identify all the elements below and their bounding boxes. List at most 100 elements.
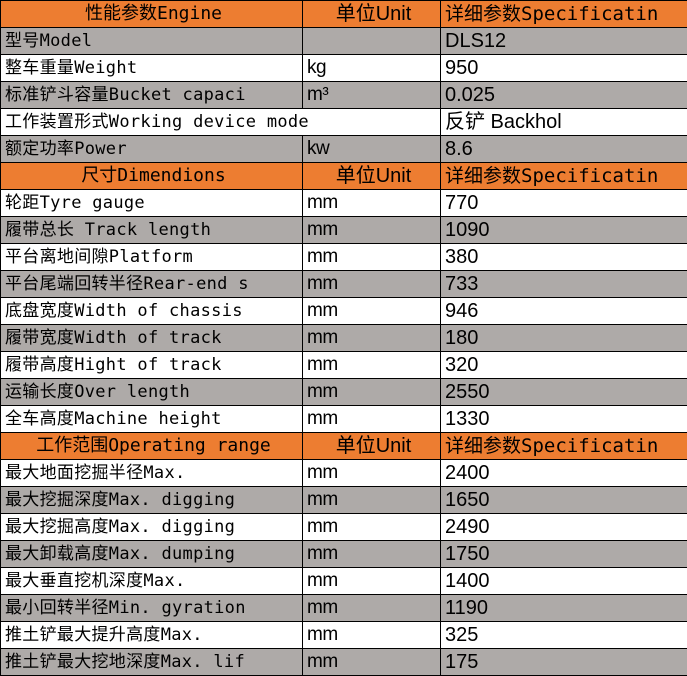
unit-cell[interactable]: mm <box>303 325 441 352</box>
parameter-cell[interactable]: 履带宽度Width of track <box>1 325 303 352</box>
header-cell[interactable]: 单位Unit <box>303 1 441 28</box>
parameter-cell[interactable]: 最大挖掘深度Max. digging <box>1 487 303 514</box>
header-cell[interactable]: 尺寸Dimendions <box>1 163 303 190</box>
unit-cell[interactable]: mm <box>303 217 441 244</box>
value-cell[interactable]: 325 <box>441 622 687 649</box>
header-cell[interactable]: 详细参数Specificatin <box>441 163 687 190</box>
parameter-cell[interactable]: 履带高度Hight of track <box>1 352 303 379</box>
unit-cell[interactable]: kw <box>303 136 441 163</box>
value-cell[interactable]: 1090 <box>441 217 687 244</box>
parameter-cell[interactable]: 平台尾端回转半径Rear-end s <box>1 271 303 298</box>
parameter-cell[interactable]: 最大挖掘高度Max. digging <box>1 514 303 541</box>
value-cell[interactable]: 175 <box>441 649 687 676</box>
parameter-cell[interactable]: 推土铲最大提升高度Max. <box>1 622 303 649</box>
unit-cell[interactable]: mm <box>303 379 441 406</box>
value-cell[interactable]: 2400 <box>441 460 687 487</box>
parameter-cell[interactable]: 最大垂直挖机深度Max. <box>1 568 303 595</box>
header-cell[interactable]: 性能参数Engine <box>1 1 303 28</box>
value-cell[interactable]: 380 <box>441 244 687 271</box>
value-cell[interactable]: 0.025 <box>441 82 687 109</box>
value-cell[interactable]: 反铲 Backhol <box>441 109 687 136</box>
parameter-cell[interactable]: 型号Model <box>1 28 303 55</box>
value-cell[interactable]: 1190 <box>441 595 687 622</box>
value-cell[interactable]: 733 <box>441 271 687 298</box>
header-cell[interactable]: 详细参数Specificatin <box>441 1 687 28</box>
unit-cell[interactable]: mm <box>303 649 441 676</box>
parameter-cell[interactable]: 轮距Tyre gauge <box>1 190 303 217</box>
value-cell[interactable]: 1400 <box>441 568 687 595</box>
parameter-cell[interactable]: 最大卸载高度Max. dumping <box>1 541 303 568</box>
header-cell[interactable]: 单位Unit <box>303 163 441 190</box>
value-cell[interactable]: 320 <box>441 352 687 379</box>
parameter-cell[interactable]: 运输长度Over length <box>1 379 303 406</box>
parameter-cell[interactable]: 整车重量Weight <box>1 55 303 82</box>
value-cell[interactable]: 1330 <box>441 406 687 433</box>
header-cell[interactable]: 单位Unit <box>303 433 441 460</box>
value-cell[interactable]: 770 <box>441 190 687 217</box>
table-row: 型号Model DLS12 <box>1 28 687 55</box>
value-cell[interactable]: 950 <box>441 55 687 82</box>
unit-cell[interactable]: mm <box>303 541 441 568</box>
header-cell[interactable]: 详细参数Specificatin <box>441 433 687 460</box>
value-cell[interactable]: 2490 <box>441 514 687 541</box>
parameter-cell[interactable]: 标准铲斗容量Bucket capaci <box>1 82 303 109</box>
value-cell[interactable]: 1750 <box>441 541 687 568</box>
unit-cell[interactable]: mm <box>303 271 441 298</box>
unit-cell[interactable]: mm <box>303 352 441 379</box>
value-cell[interactable]: 1650 <box>441 487 687 514</box>
unit-cell[interactable]: m³ <box>303 82 441 109</box>
unit-cell[interactable]: mm <box>303 568 441 595</box>
value-cell[interactable]: 180 <box>441 325 687 352</box>
parameter-cell[interactable]: 底盘宽度Width of chassis <box>1 298 303 325</box>
parameter-cell[interactable]: 额定功率Power <box>1 136 303 163</box>
value-cell[interactable]: DLS12 <box>441 28 687 55</box>
unit-cell[interactable]: kg <box>303 55 441 82</box>
unit-cell[interactable]: mm <box>303 595 441 622</box>
unit-cell[interactable]: mm <box>303 406 441 433</box>
header-cell[interactable]: 工作范围Operating range <box>1 433 303 460</box>
parameter-cell[interactable]: 最大地面挖掘半径Max. <box>1 460 303 487</box>
value-cell[interactable]: 2550 <box>441 379 687 406</box>
unit-cell[interactable] <box>303 28 441 55</box>
parameter-cell[interactable]: 履带总长 Track length <box>1 217 303 244</box>
unit-cell[interactable]: mm <box>303 244 441 271</box>
parameter-cell[interactable]: 工作装置形式Working device mode <box>1 109 441 136</box>
unit-cell[interactable]: mm <box>303 487 441 514</box>
unit-cell[interactable]: mm <box>303 190 441 217</box>
parameter-cell[interactable]: 最小回转半径Min. gyration <box>1 595 303 622</box>
value-cell[interactable]: 946 <box>441 298 687 325</box>
unit-cell[interactable]: mm <box>303 460 441 487</box>
parameter-cell[interactable]: 推土铲最大挖地深度Max. lif <box>1 649 303 676</box>
value-cell[interactable]: 8.6 <box>441 136 687 163</box>
unit-cell[interactable]: mm <box>303 622 441 649</box>
parameter-cell[interactable]: 平台离地间隙Platform <box>1 244 303 271</box>
parameter-cell[interactable]: 全车高度Machine height <box>1 406 303 433</box>
unit-cell[interactable]: mm <box>303 298 441 325</box>
unit-cell[interactable]: mm <box>303 514 441 541</box>
